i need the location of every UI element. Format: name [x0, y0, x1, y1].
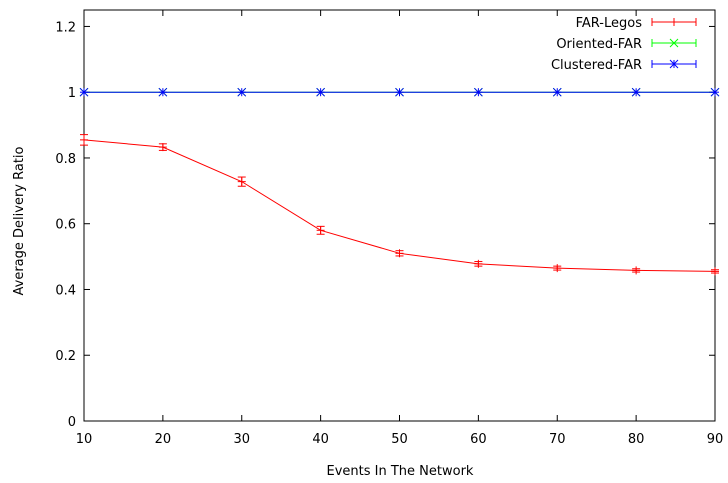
data-point: [316, 226, 325, 235]
data-point: [711, 267, 719, 276]
legend-marker: [669, 59, 679, 69]
series-far-legos: [80, 134, 719, 276]
y-tick-label: 0.2: [55, 349, 76, 364]
data-point: [80, 135, 88, 144]
x-tick-label: 80: [628, 432, 645, 447]
y-tick-label: 0.8: [55, 152, 76, 167]
legend-label: Oriented-FAR: [556, 37, 642, 52]
data-point: [395, 249, 404, 258]
data-point: [474, 259, 483, 268]
x-tick-label: 60: [470, 432, 487, 447]
data-point: [710, 87, 720, 97]
data-point: [395, 87, 404, 97]
data-point: [316, 87, 325, 97]
legend-marker: [669, 38, 679, 48]
data-point: [237, 177, 246, 186]
x-tick-label: 70: [549, 432, 566, 447]
y-axis-label: Average Delivery Ratio: [12, 146, 27, 295]
data-point: [553, 264, 562, 273]
y-tick-label: 1.2: [55, 20, 76, 35]
legend-marker: [670, 18, 678, 26]
x-axis-label: Events In The Network: [327, 464, 474, 479]
x-tick-label: 10: [76, 432, 93, 447]
legend-label: FAR-Legos: [576, 16, 643, 31]
data-point: [632, 266, 641, 275]
data-point: [474, 87, 483, 97]
y-tick-label: 0: [68, 415, 76, 430]
data-point: [552, 87, 562, 97]
y-tick-label: 0.6: [55, 218, 76, 233]
plot-area: 10 20 30 40 50 60 70 80 90 0 0.2 0.4 0.6 0.8 1 1.2 FAR-L…: [55, 9, 724, 447]
x-tick-label: 90: [707, 432, 724, 447]
legend: FAR-Legos Oriented-FAR Clustered-FAR: [551, 16, 697, 73]
data-point: [158, 87, 168, 97]
x-tick-label: 20: [155, 432, 172, 447]
x-tick-label: 30: [233, 432, 250, 447]
legend-label: Clustered-FAR: [551, 58, 642, 73]
data-point: [631, 87, 641, 97]
y-tick-label: 0.4: [55, 283, 76, 298]
data-point: [158, 143, 167, 152]
data-point: [79, 87, 89, 97]
series-clustered-far: [79, 87, 720, 97]
data-point: [237, 87, 247, 97]
x-tick-label: 40: [312, 432, 329, 447]
x-tick-label: 50: [391, 432, 408, 447]
y-tick-label: 1: [68, 86, 76, 101]
